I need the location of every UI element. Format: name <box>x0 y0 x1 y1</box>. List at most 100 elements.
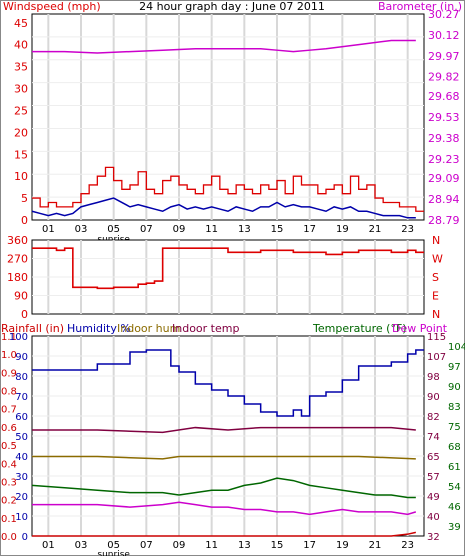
humidity-tick-label: 30 <box>15 472 28 483</box>
humidity-tick-label: 80 <box>15 372 28 383</box>
hour-tick-label: 23 <box>401 224 414 235</box>
humidity-tick-label: 100 <box>9 332 28 343</box>
rainfall-tick-label: 0.1 <box>1 514 17 525</box>
temperature-tick-label: 82 <box>427 412 440 423</box>
hour-tick-label: 07 <box>140 540 153 551</box>
windspeed-tick-label: 0 <box>21 214 28 227</box>
direction-tick-label: 180 <box>7 271 28 284</box>
humidity-temperature-panel: 0.00.10.20.30.40.50.60.70.80.91.01.10102… <box>1 332 465 556</box>
hour-tick-label: 07 <box>140 224 153 235</box>
windspeed-tick-label: 35 <box>14 61 28 74</box>
direction-tick-label: 90 <box>14 290 28 303</box>
barometer-tick-label: 29.53 <box>428 111 460 124</box>
hour-tick-label: 03 <box>75 540 88 551</box>
barometer-tick-label: 29.09 <box>428 172 460 185</box>
temperature-tick-label: 115 <box>427 332 446 343</box>
hour-tick-label: 01 <box>42 224 55 235</box>
dew-point-tick-label: 46 <box>448 502 461 513</box>
direction-tick-label: 360 <box>7 234 28 247</box>
windspeed-axis-label: Windspeed (mph) <box>3 0 101 13</box>
hour-tick-label: 23 <box>401 540 414 551</box>
dew-point-tick-label: 90 <box>448 382 461 393</box>
rainfall-tick-label: 0.0 <box>1 532 17 543</box>
dew-point-tick-label: 68 <box>448 442 461 453</box>
rainfall-tick-label: 0.5 <box>1 441 17 452</box>
windspeed-tick-label: 25 <box>14 104 28 117</box>
barometer-tick-label: 28.94 <box>428 193 460 206</box>
dew-point-tick-label: 75 <box>448 422 461 433</box>
temperature-tick-label: 74 <box>427 432 440 443</box>
barometer-tick-label: 29.82 <box>428 71 460 84</box>
barometer-tick-label: 28.79 <box>428 214 460 227</box>
hour-tick-label: 13 <box>238 540 251 551</box>
hour-tick-label: 05 <box>107 540 120 551</box>
temperature-tick-label: 98 <box>427 372 440 383</box>
dew-point-tick-label: 54 <box>448 482 461 493</box>
hour-tick-label: 03 <box>75 224 88 235</box>
barometer-tick-label: 30.27 <box>428 8 460 21</box>
temperature-tick-label: 65 <box>427 452 440 463</box>
temperature-tick-label: 57 <box>427 472 440 483</box>
humidity-tick-label: 50 <box>15 432 28 443</box>
rainfall-tick-label: 0.2 <box>1 496 17 507</box>
humidity-tick-label: 90 <box>15 352 28 363</box>
hour-tick-label: 21 <box>369 224 382 235</box>
humidity-tick-label: 60 <box>15 412 28 423</box>
barometer-tick-label: 30.12 <box>428 29 460 42</box>
windspeed-tick-label: 45 <box>14 17 28 30</box>
hour-tick-label: 13 <box>238 224 251 235</box>
barometer-tick-label: 29.97 <box>428 50 460 63</box>
hour-tick-label: 15 <box>271 540 284 551</box>
hour-tick-label: 19 <box>336 224 349 235</box>
humidity-axis-label: Humidity % <box>67 322 131 335</box>
hour-tick-label: 11 <box>205 224 218 235</box>
humidity-tick-label: 40 <box>15 452 28 463</box>
hour-tick-label: 05 <box>107 224 120 235</box>
temperature-tick-label: 32 <box>427 532 440 543</box>
indoor-temp-series <box>32 426 416 434</box>
wind-average-series <box>31 197 416 219</box>
barometer-series <box>32 39 416 54</box>
temperature-tick-label: 49 <box>427 492 440 503</box>
indoor-temp-label: Indoor temp <box>172 322 239 335</box>
windspeed-tick-label: 40 <box>14 39 28 52</box>
barometer-tick-label: 29.23 <box>428 153 460 166</box>
hour-tick-label: 21 <box>369 540 382 551</box>
sunrise-label: sunrise <box>97 550 130 556</box>
rainfall-tick-label: 0.6 <box>1 423 17 434</box>
rainfall-axis-label: Rainfall (in) <box>1 322 64 335</box>
wind-direction-series <box>32 247 424 290</box>
indoor-hum-label: Indoor hum <box>117 322 180 335</box>
dew-point-tick-label: 97 <box>448 362 461 373</box>
dew-point-tick-label: 61 <box>448 462 461 473</box>
rainfall-series <box>32 531 416 537</box>
chart-title: 24 hour graph day : June 07 2011 <box>139 0 325 13</box>
windspeed-tick-label: 5 <box>21 192 28 205</box>
hour-tick-label: 17 <box>303 540 316 551</box>
wind-gust-series <box>32 166 424 212</box>
rainfall-tick-label: 0.4 <box>1 459 17 470</box>
rainfall-tick-label: 0.3 <box>1 477 17 488</box>
temperature-tick-label: 90 <box>427 392 440 403</box>
dew-point-tick-label: 104 <box>448 342 465 353</box>
windspeed-tick-label: 10 <box>14 170 28 183</box>
hour-tick-label: 09 <box>173 224 186 235</box>
hour-tick-label: 19 <box>336 540 349 551</box>
compass-tick-label: N <box>432 234 440 247</box>
temperature-series <box>31 477 416 499</box>
rainfall-tick-label: 0.8 <box>1 387 17 398</box>
hour-tick-label: 09 <box>173 540 186 551</box>
compass-tick-label: N <box>432 308 440 321</box>
windspeed-tick-label: 20 <box>14 126 28 139</box>
direction-tick-label: 270 <box>7 253 28 266</box>
dew-point-tick-label: 83 <box>448 402 461 413</box>
rainfall-tick-label: 0.7 <box>1 405 17 416</box>
humidity-series <box>32 349 424 417</box>
hour-tick-label: 17 <box>303 224 316 235</box>
windspeed-tick-label: 15 <box>14 148 28 161</box>
compass-tick-label: W <box>432 253 443 266</box>
temperature-tick-label: 107 <box>427 352 446 363</box>
direction-tick-label: 0 <box>21 308 28 321</box>
